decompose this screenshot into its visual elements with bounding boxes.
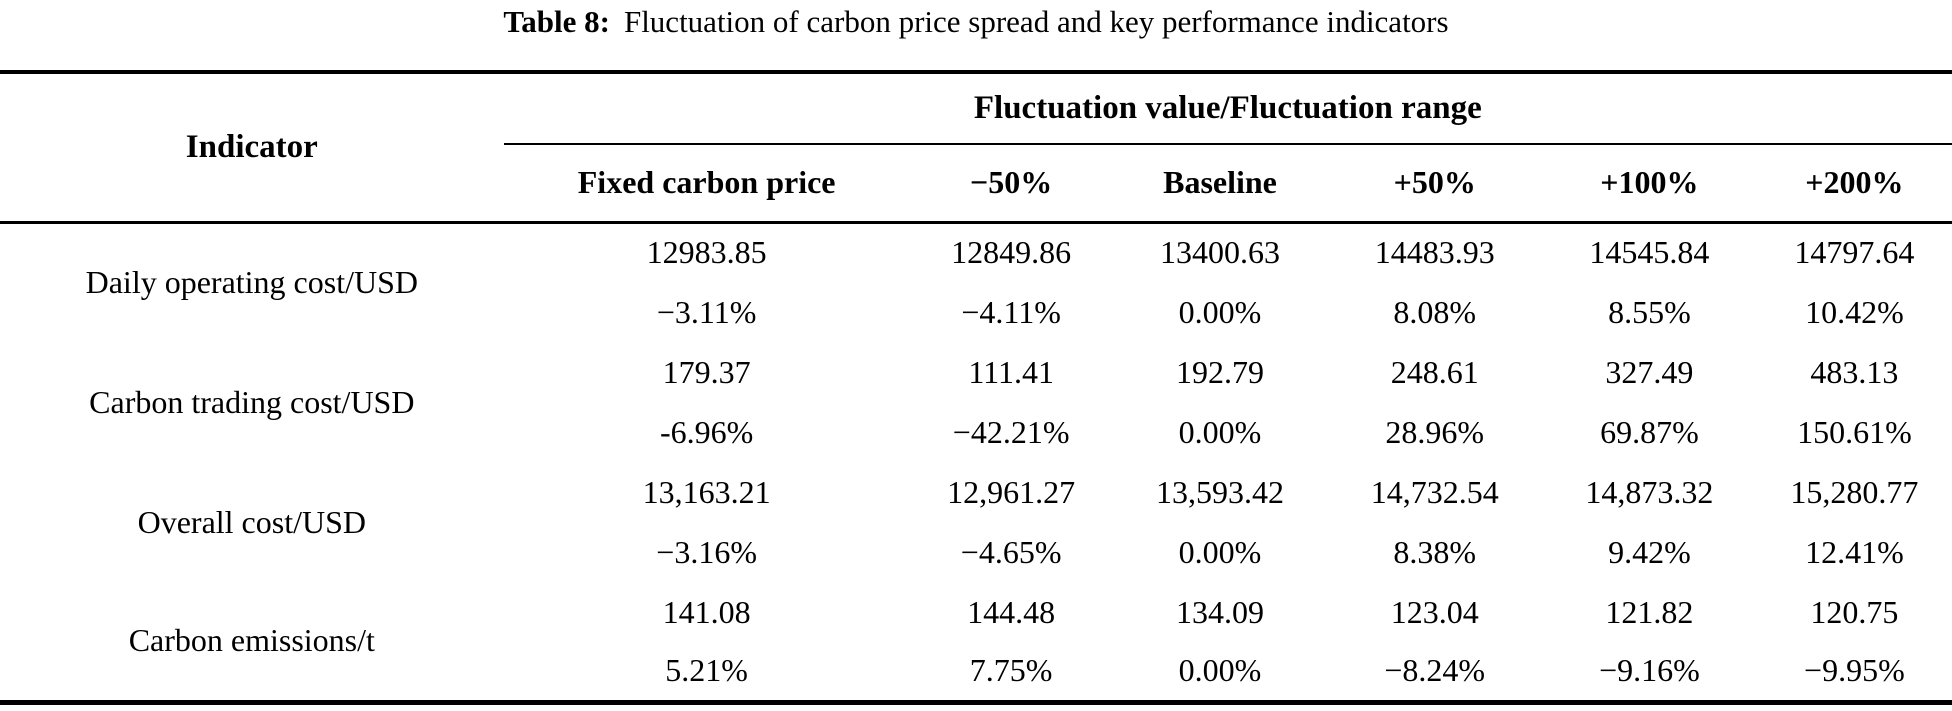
- table-row-overall-cost-values: Overall cost/USD 13,163.21 12,961.27 13,…: [0, 462, 1952, 540]
- change-cell: 0.00%: [1178, 413, 1262, 450]
- value-cell: 12849.86: [951, 234, 1072, 271]
- change-cell: −4.11%: [961, 293, 1061, 330]
- change-cell: 150.61%: [1797, 413, 1912, 450]
- table-row-carbon-trading-cost-changes: -6.96% −42.21% 0.00% 28.96% 69.87% 150.6…: [0, 402, 1952, 462]
- table-row-overall-cost-changes: −3.16% −4.65% 0.00% 8.38% 9.42% 12.41%: [0, 522, 1952, 582]
- value-cell: 14545.84: [1589, 234, 1710, 271]
- table-row-carbon-emissions-values: Carbon emissions/t 141.08 144.48 134.09 …: [0, 582, 1952, 659]
- column-header-plus-100: +100%: [1542, 144, 1757, 224]
- change-cell: −4.65%: [960, 533, 1062, 570]
- value-cell: 14483.93: [1374, 234, 1495, 271]
- value-cell: 14,873.32: [1585, 473, 1714, 510]
- row-label-carbon-trading-cost: Carbon trading cost/USD: [89, 383, 415, 420]
- change-cell: 8.38%: [1393, 533, 1477, 570]
- value-cell: 144.48: [967, 593, 1056, 630]
- change-cell: 9.42%: [1608, 533, 1691, 570]
- value-cell: 13,593.42: [1155, 473, 1284, 510]
- value-cell: 14797.64: [1794, 234, 1915, 271]
- value-cell: 483.13: [1810, 353, 1899, 390]
- change-cell: 0.00%: [1178, 533, 1262, 570]
- change-cell: 28.96%: [1385, 413, 1485, 450]
- row-label-overall-cost: Overall cost/USD: [137, 503, 366, 540]
- change-cell: 0.00%: [1178, 293, 1262, 330]
- value-cell: 12983.85: [646, 234, 767, 271]
- column-header-indicator: Indicator: [0, 72, 504, 224]
- change-cell: 7.75%: [969, 652, 1053, 689]
- kpi-table: Indicator Fluctuation value/Fluctuation …: [0, 70, 1952, 705]
- change-cell: 69.87%: [1600, 413, 1699, 450]
- change-cell: 8.08%: [1393, 293, 1477, 330]
- change-cell: 5.21%: [665, 652, 748, 689]
- table-row-daily-operating-cost-values: Daily operating cost/USD 12983.85 12849.…: [0, 222, 1952, 300]
- column-header-plus-50: +50%: [1327, 144, 1543, 224]
- table-caption-label: Table 8:: [503, 4, 610, 39]
- value-cell: 13400.63: [1159, 234, 1280, 271]
- row-label-carbon-emissions: Carbon emissions/t: [128, 622, 375, 659]
- change-cell: 10.42%: [1805, 293, 1904, 330]
- column-header-minus-50: −50%: [909, 144, 1113, 224]
- change-cell: 8.55%: [1608, 293, 1691, 330]
- value-cell: 13,163.21: [642, 473, 771, 510]
- change-cell: −8.24%: [1384, 652, 1486, 689]
- value-cell: 111.41: [968, 353, 1054, 390]
- value-cell: 14,732.54: [1370, 473, 1499, 510]
- column-header-fixed-carbon-price: Fixed carbon price: [503, 144, 910, 224]
- value-cell: 248.61: [1390, 353, 1479, 390]
- change-cell: -6.96%: [659, 413, 754, 450]
- row-label-daily-operating-cost: Daily operating cost/USD: [85, 264, 418, 301]
- table-row-carbon-trading-cost-values: Carbon trading cost/USD 179.37 111.41 19…: [0, 342, 1952, 420]
- value-cell: 12,961.27: [947, 473, 1076, 510]
- change-cell: −3.11%: [656, 293, 757, 330]
- table-caption: Table 8: Fluctuation of carbon price spr…: [0, 0, 1952, 70]
- column-header-baseline: Baseline: [1112, 144, 1328, 224]
- column-header-plus-200: +200%: [1756, 144, 1952, 224]
- value-cell: 327.49: [1605, 353, 1694, 390]
- table-row-daily-operating-cost-changes: −3.11% −4.11% 0.00% 8.08% 8.55% 10.42%: [0, 282, 1952, 342]
- change-cell: −9.95%: [1804, 652, 1905, 689]
- value-cell: 120.75: [1810, 593, 1899, 630]
- value-cell: 192.79: [1175, 353, 1264, 390]
- value-cell: 121.82: [1605, 593, 1694, 630]
- value-cell: 141.08: [662, 593, 751, 630]
- change-cell: −9.16%: [1599, 652, 1700, 689]
- table-caption-text: Fluctuation of carbon price spread and k…: [623, 4, 1449, 39]
- value-cell: 179.37: [662, 353, 751, 390]
- change-cell: 12.41%: [1805, 533, 1904, 570]
- table-row-carbon-emissions-changes: 5.21% 7.75% 0.00% −8.24% −9.16% −9.95%: [0, 642, 1952, 702]
- change-cell: −42.21%: [952, 413, 1070, 450]
- value-cell: 123.04: [1390, 593, 1479, 630]
- change-cell: −3.16%: [656, 533, 757, 570]
- column-group-header: Fluctuation value/Fluctuation range: [503, 72, 1952, 145]
- value-cell: 15,280.77: [1790, 473, 1919, 510]
- change-cell: 0.00%: [1178, 652, 1262, 689]
- value-cell: 134.09: [1175, 593, 1264, 630]
